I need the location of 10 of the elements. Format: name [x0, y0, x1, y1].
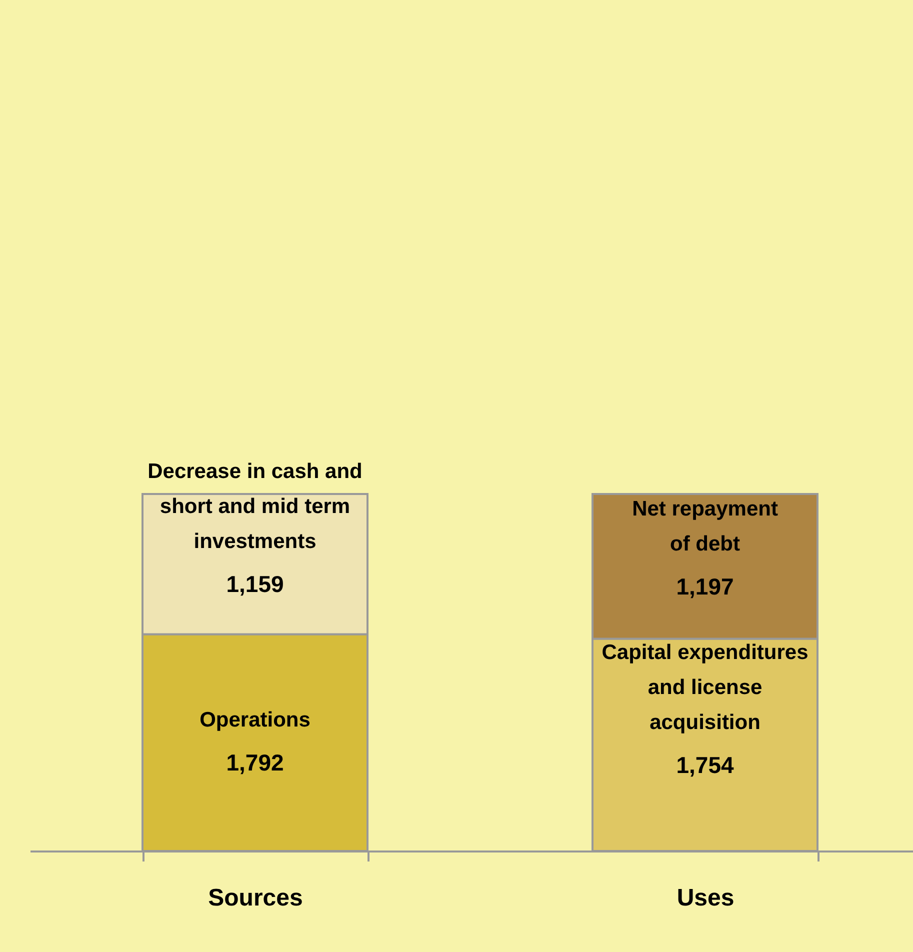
data-label: 1,159: [226, 571, 284, 598]
series-label: Capital expenditures and license acquisition: [602, 640, 808, 734]
data-label: 1,792: [226, 750, 284, 776]
x-tick-label: Uses: [676, 884, 734, 912]
series-label: Net repayment of debt: [632, 497, 778, 556]
x-tick-label: Sources: [208, 884, 303, 912]
series-label: Decrease in cash and short and mid term investments: [148, 460, 362, 554]
data-label: 1,754: [676, 752, 734, 778]
series-label: Operations: [200, 708, 310, 732]
data-label: 1,197: [676, 573, 734, 600]
